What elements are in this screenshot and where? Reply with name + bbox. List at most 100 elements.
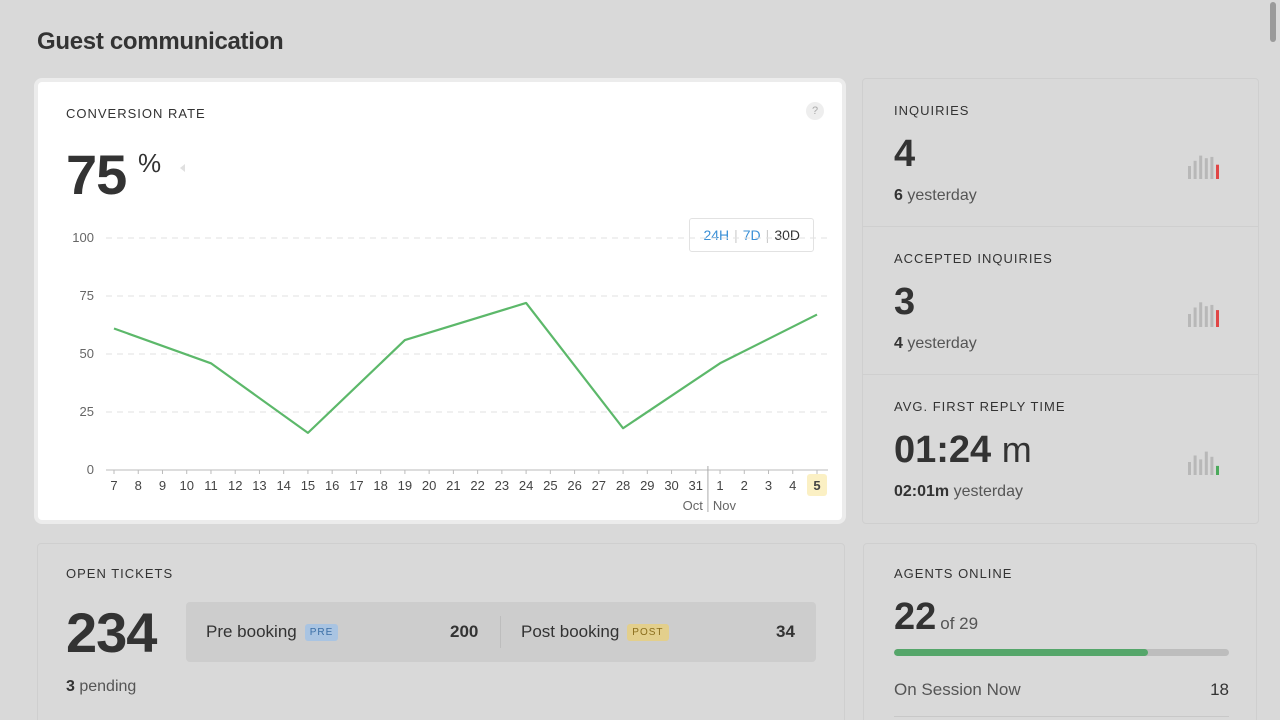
range-separator: | <box>734 227 738 243</box>
metric-yesterday-text: yesterday <box>907 335 977 352</box>
range-separator: | <box>765 227 770 243</box>
x-tick-label: 27 <box>592 478 606 493</box>
open-tickets-value: 234 <box>66 601 157 664</box>
on-session-label: On Session Now <box>894 680 1021 699</box>
sparkline-bar <box>1216 164 1219 179</box>
metric-value: 4 <box>894 133 915 176</box>
open-tickets-card: OPEN TICKETS 234 3 pending Pre booking P… <box>37 543 845 720</box>
sparkline-bar <box>1199 302 1203 327</box>
x-tick-label: 26 <box>567 478 581 493</box>
y-tick-label: 0 <box>87 462 94 477</box>
x-tick-label: 22 <box>470 478 484 493</box>
sparkline-bar <box>1210 304 1214 327</box>
sparkline-bar <box>1188 462 1191 475</box>
month-label: Nov <box>713 498 737 513</box>
post-booking-label: Post booking <box>521 622 620 641</box>
pre-booking-item[interactable]: Pre booking PRE <box>206 602 339 662</box>
x-tick-label: 1 <box>716 478 723 493</box>
conversion-rate-label: CONVERSION RATE <box>66 106 206 121</box>
x-tick-label: 29 <box>640 478 654 493</box>
metric-label: ACCEPTED INQUIRIES <box>894 251 1053 266</box>
y-tick-label: 50 <box>80 346 94 361</box>
sparkline-icon <box>1188 155 1219 179</box>
breakdown-divider <box>500 616 501 648</box>
metric-value: 3 <box>894 281 915 324</box>
metric-number: 3 <box>894 281 916 323</box>
metric-number: 01:24 <box>894 429 992 471</box>
y-tick-label: 25 <box>80 404 94 419</box>
pre-booking-count: 200 <box>450 622 479 641</box>
tickets-pending: 3 pending <box>66 678 136 696</box>
agents-progress-bar <box>894 649 1229 656</box>
metric-avg-first-reply-time: AVG. FIRST REPLY TIME 01:24 m 02:01m yes… <box>863 375 1258 523</box>
x-tick-label: 12 <box>228 478 242 493</box>
sparkline-bar <box>1193 160 1197 179</box>
post-booking-item[interactable]: Post booking POST <box>521 602 669 662</box>
x-tick-label: 24 <box>519 478 533 493</box>
ticket-breakdown: Pre booking PRE 200 Post booking POST 34 <box>186 602 816 662</box>
sparkline-bar <box>1210 156 1214 179</box>
agents-progress-fill <box>894 649 1149 656</box>
metric-yesterday: 02:01m yesterday <box>894 483 1023 501</box>
scrollbar-thumb[interactable] <box>1270 2 1276 42</box>
sparkline-bar <box>1216 465 1219 475</box>
x-tick-label: 19 <box>398 478 412 493</box>
x-tick-label: 14 <box>276 478 290 493</box>
metric-label: INQUIRIES <box>894 103 970 118</box>
metric-value: 01:24 m <box>894 429 1032 472</box>
x-tick-label: 23 <box>495 478 509 493</box>
help-icon[interactable]: ? <box>806 102 824 120</box>
metric-yesterday: 4 yesterday <box>894 335 977 353</box>
sparkline-bar <box>1193 455 1197 475</box>
metric-number: 4 <box>894 133 916 175</box>
time-range-toggle: 24H | 7D | 30D <box>689 218 814 252</box>
open-tickets-label: OPEN TICKETS <box>66 566 174 581</box>
range-option-7d[interactable]: 7D <box>742 227 761 243</box>
x-tick-label: 28 <box>616 478 630 493</box>
pre-tag: PRE <box>304 623 339 641</box>
metric-unit: m <box>1001 429 1032 470</box>
x-tick-label: 25 <box>543 478 557 493</box>
sparkline-bar <box>1188 314 1191 327</box>
highlighted-tick-bg <box>807 474 827 496</box>
caret-left-icon <box>180 164 185 172</box>
pending-text: pending <box>79 678 137 695</box>
scrollbar[interactable] <box>1270 0 1278 720</box>
agents-online-value: 22 of 29 <box>894 596 978 639</box>
sparkline-bar <box>1210 456 1214 475</box>
agents-online-count: 22 <box>894 596 937 638</box>
sparkline-bar <box>1199 155 1203 179</box>
sparkline-bar <box>1199 459 1203 475</box>
metric-yesterday: 6 yesterday <box>894 187 977 205</box>
sparkline-bar <box>1216 310 1219 327</box>
range-option-30d[interactable]: 30D <box>774 227 800 243</box>
x-tick-label: 13 <box>252 478 266 493</box>
x-tick-label: 18 <box>373 478 387 493</box>
agents-total: of 29 <box>940 614 979 633</box>
conversion-rate-unit: % <box>138 148 162 178</box>
post-booking-count: 34 <box>776 622 795 641</box>
metric-yesterday-value: 02:01m <box>894 483 950 500</box>
on-session-row: On Session Now 18 <box>894 680 1229 700</box>
pending-count: 3 <box>66 678 75 695</box>
x-tick-label: 7 <box>110 478 117 493</box>
sparkline-icon <box>1188 451 1219 475</box>
x-tick-label: 9 <box>159 478 166 493</box>
pre-booking-label: Pre booking <box>206 622 297 641</box>
x-tick-label: 15 <box>301 478 315 493</box>
metrics-panel: INQUIRIES 4 6 yesterday ACCEPTED INQUIRI… <box>862 78 1259 524</box>
sparkline-bar <box>1188 166 1191 179</box>
on-session-count: 18 <box>1210 680 1229 699</box>
agents-online-card: AGENTS ONLINE 22 of 29 On Session Now 18 <box>863 543 1257 720</box>
x-tick-label: 31 <box>689 478 703 493</box>
metric-label: AVG. FIRST REPLY TIME <box>894 399 1066 414</box>
y-tick-label: 100 <box>72 230 94 245</box>
metric-yesterday-value: 6 <box>894 187 903 204</box>
x-tick-label: 3 <box>765 478 772 493</box>
session-divider <box>894 716 1229 717</box>
x-tick-label: 8 <box>135 478 142 493</box>
post-tag: POST <box>627 623 669 641</box>
range-option-24h[interactable]: 24H <box>703 227 730 243</box>
